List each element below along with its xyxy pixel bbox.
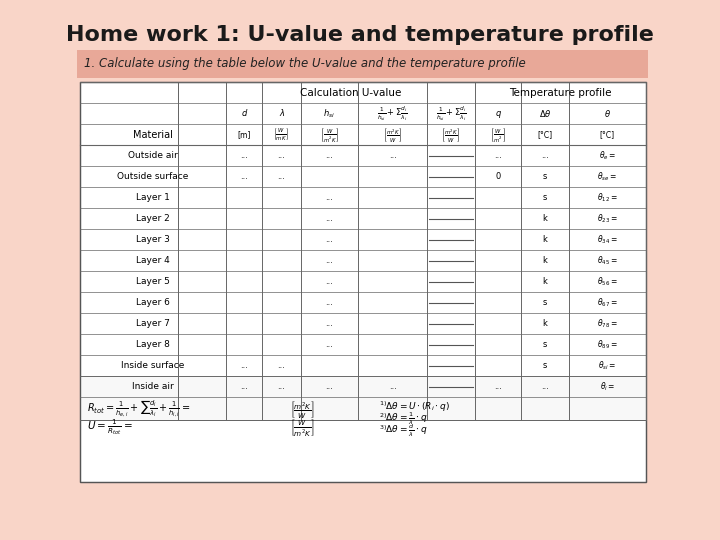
Text: ...: ... xyxy=(277,382,285,391)
Text: Home work 1: U-value and temperature profile: Home work 1: U-value and temperature pro… xyxy=(66,25,654,45)
Text: ...: ... xyxy=(325,193,333,202)
Text: s: s xyxy=(543,361,547,370)
FancyBboxPatch shape xyxy=(80,376,646,420)
FancyBboxPatch shape xyxy=(77,50,647,78)
Text: $\left[\frac{m^2K}{W}\right]$: $\left[\frac{m^2K}{W}\right]$ xyxy=(383,125,402,144)
Text: $h_{si}$: $h_{si}$ xyxy=(323,107,336,120)
Text: $R_{tot} = \frac{1}{h_{e,i}} + \sum\frac{d_i}{\lambda_i} + \frac{1}{h_{i,i}} =$: $R_{tot} = \frac{1}{h_{e,i}} + \sum\frac… xyxy=(87,399,190,420)
Text: Material: Material xyxy=(133,130,173,139)
Text: $\frac{1}{h_{si}}+\Sigma\frac{d_i}{\lambda_i}$: $\frac{1}{h_{si}}+\Sigma\frac{d_i}{\lamb… xyxy=(377,104,408,123)
Text: ...: ... xyxy=(240,361,248,370)
Text: $\theta_{89}=$: $\theta_{89}=$ xyxy=(597,338,618,351)
Text: Layer 3: Layer 3 xyxy=(136,235,170,244)
Text: ...: ... xyxy=(325,340,333,349)
Text: ...: ... xyxy=(277,151,285,160)
Text: ...: ... xyxy=(277,361,285,370)
Text: k: k xyxy=(543,256,547,265)
Text: $\theta_{34}=$: $\theta_{34}=$ xyxy=(597,233,618,246)
Text: Layer 2: Layer 2 xyxy=(136,214,170,223)
Text: k: k xyxy=(543,235,547,244)
Text: $\left[\frac{W}{m^2K}\right]$: $\left[\frac{W}{m^2K}\right]$ xyxy=(290,416,315,437)
FancyBboxPatch shape xyxy=(80,82,646,482)
Text: $\theta_{se}=$: $\theta_{se}=$ xyxy=(598,170,617,183)
Text: $\left[\frac{W}{mK}\right]$: $\left[\frac{W}{mK}\right]$ xyxy=(274,126,289,143)
Text: $\theta_{12}=$: $\theta_{12}=$ xyxy=(597,191,618,204)
Text: Outside air: Outside air xyxy=(128,151,178,160)
Text: Layer 4: Layer 4 xyxy=(136,256,170,265)
Text: [°C]: [°C] xyxy=(537,130,552,139)
Text: 0: 0 xyxy=(495,172,500,181)
Text: s: s xyxy=(543,298,547,307)
Text: $\theta$: $\theta$ xyxy=(604,108,611,119)
Text: k: k xyxy=(543,277,547,286)
Text: $\left[\frac{m^2K}{W}\right]$: $\left[\frac{m^2K}{W}\right]$ xyxy=(290,399,315,420)
Text: d: d xyxy=(241,109,247,118)
Text: Layer 1: Layer 1 xyxy=(136,193,170,202)
Text: Layer 5: Layer 5 xyxy=(136,277,170,286)
Text: ...: ... xyxy=(389,382,397,391)
Text: $\Delta\theta$: $\Delta\theta$ xyxy=(539,108,552,119)
Text: ...: ... xyxy=(494,382,502,391)
Text: ...: ... xyxy=(325,151,333,160)
Text: [°C]: [°C] xyxy=(600,130,615,139)
Text: ...: ... xyxy=(325,319,333,328)
Text: Outside surface: Outside surface xyxy=(117,172,189,181)
Text: k: k xyxy=(543,214,547,223)
Text: $U = \frac{1}{R_{tot}} =$: $U = \frac{1}{R_{tot}} =$ xyxy=(87,417,132,437)
Text: $\left[\frac{W}{m^2K}\right]$: $\left[\frac{W}{m^2K}\right]$ xyxy=(320,125,339,144)
Text: Layer 6: Layer 6 xyxy=(136,298,170,307)
Text: $^{2)} \Delta\theta = \frac{1}{\lambda} \cdot q$: $^{2)} \Delta\theta = \frac{1}{\lambda} … xyxy=(379,411,428,427)
Text: ...: ... xyxy=(325,298,333,307)
Text: ...: ... xyxy=(494,151,502,160)
Text: $\theta_{45}=$: $\theta_{45}=$ xyxy=(597,254,618,267)
Text: 1. Calculate using the table below the U-value and the temperature profile: 1. Calculate using the table below the U… xyxy=(84,57,526,71)
Text: Temperature profile: Temperature profile xyxy=(509,87,611,98)
Text: Inside air: Inside air xyxy=(132,382,174,391)
Text: ...: ... xyxy=(325,235,333,244)
Text: ...: ... xyxy=(325,382,333,391)
Text: k: k xyxy=(543,319,547,328)
Text: $\theta_{78}=$: $\theta_{78}=$ xyxy=(597,317,618,330)
Text: q: q xyxy=(495,109,500,118)
Text: $\left[\frac{W}{m^2}\right]$: $\left[\frac{W}{m^2}\right]$ xyxy=(490,125,506,144)
Text: ...: ... xyxy=(325,277,333,286)
Text: λ: λ xyxy=(279,109,284,118)
Text: ...: ... xyxy=(541,151,549,160)
Text: ...: ... xyxy=(240,151,248,160)
Text: $\theta_e =$: $\theta_e =$ xyxy=(598,149,616,162)
Text: s: s xyxy=(543,340,547,349)
Text: Layer 8: Layer 8 xyxy=(136,340,170,349)
Text: $^{1)} \Delta\theta = U \cdot (R_i \cdot q)$: $^{1)} \Delta\theta = U \cdot (R_i \cdot… xyxy=(379,400,450,414)
Text: ...: ... xyxy=(240,172,248,181)
Text: [m]: [m] xyxy=(238,130,251,139)
Text: ...: ... xyxy=(541,382,549,391)
Text: $^{3)} \Delta\theta = \frac{d}{\lambda} \cdot q$: $^{3)} \Delta\theta = \frac{d}{\lambda} … xyxy=(379,423,428,440)
Text: s: s xyxy=(543,172,547,181)
Text: $\theta_i =$: $\theta_i =$ xyxy=(600,380,615,393)
Text: $\frac{1}{h_{si}}+\Sigma\frac{d_i}{\lambda_i}$: $\frac{1}{h_{si}}+\Sigma\frac{d_i}{\lamb… xyxy=(436,104,467,123)
Text: $\theta_{si} =$: $\theta_{si} =$ xyxy=(598,359,616,372)
Text: Inside surface: Inside surface xyxy=(121,361,184,370)
Text: s: s xyxy=(543,193,547,202)
Text: Calculation U-value: Calculation U-value xyxy=(300,87,401,98)
Text: Layer 7: Layer 7 xyxy=(136,319,170,328)
Text: ...: ... xyxy=(240,382,248,391)
Text: $\theta_{56}=$: $\theta_{56}=$ xyxy=(597,275,618,288)
Text: ...: ... xyxy=(325,256,333,265)
Text: $\left[\frac{m^2K}{W}\right]$: $\left[\frac{m^2K}{W}\right]$ xyxy=(441,125,461,144)
Text: ...: ... xyxy=(277,172,285,181)
Text: ...: ... xyxy=(389,151,397,160)
Text: $\theta_{67}=$: $\theta_{67}=$ xyxy=(597,296,618,309)
Text: $\theta_{23}=$: $\theta_{23}=$ xyxy=(597,212,618,225)
Text: ...: ... xyxy=(325,214,333,223)
